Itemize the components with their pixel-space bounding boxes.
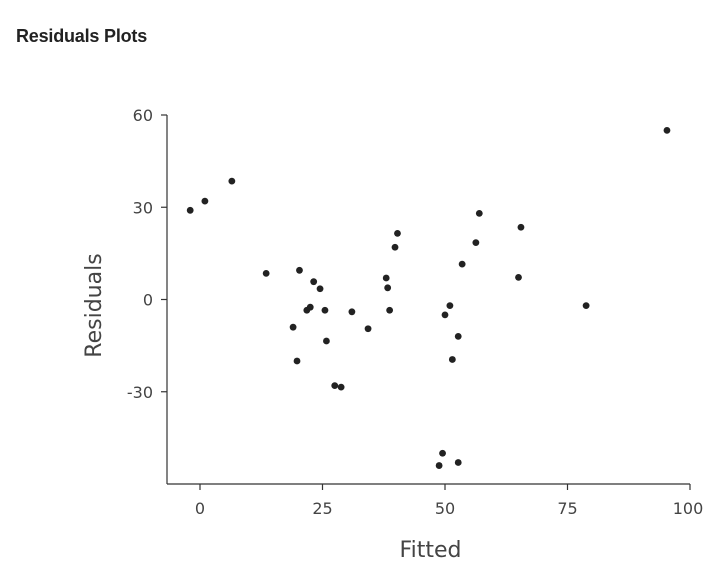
data-point (472, 239, 480, 247)
x-tick-label: 100 (673, 499, 704, 518)
x-tick-label: 0 (195, 499, 205, 518)
data-point (439, 449, 446, 457)
data-point (386, 306, 394, 314)
page-heading: Residuals Plots (16, 26, 148, 46)
data-point (186, 206, 194, 214)
data-point (663, 126, 671, 134)
data-point (517, 223, 525, 231)
y-tick-label: 60 (133, 106, 153, 125)
data-point (289, 323, 297, 331)
data-point (331, 382, 339, 389)
data-point (435, 462, 443, 469)
x-axis-label: Fitted (400, 538, 462, 563)
data-point (364, 325, 372, 333)
y-tick-label: 30 (133, 198, 153, 217)
y-tick-label: -30 (127, 383, 153, 402)
data-point (454, 459, 462, 466)
x-tick-label: 25 (312, 499, 332, 518)
data-point (458, 260, 466, 268)
tick-labels: 60 30 0 -30 0 25 50 75 100 (127, 106, 703, 518)
data-point (448, 356, 456, 363)
data-point (384, 284, 392, 292)
data-point (441, 311, 449, 319)
data-point (454, 333, 462, 340)
data-point (323, 337, 330, 345)
data-point (293, 357, 301, 365)
y-axis-label: Residuals (82, 253, 107, 357)
data-points (186, 126, 671, 469)
axes (161, 114, 691, 490)
data-point (262, 269, 270, 277)
data-point (296, 266, 303, 274)
x-tick-label: 50 (435, 499, 455, 518)
data-point (306, 303, 314, 311)
data-point (201, 197, 209, 205)
data-point (316, 285, 324, 293)
data-point (382, 274, 390, 282)
data-point (582, 302, 590, 310)
data-point (446, 302, 454, 310)
data-point (228, 177, 236, 185)
data-point (394, 229, 401, 237)
data-point (337, 383, 345, 391)
data-point (391, 243, 399, 251)
data-point (475, 210, 483, 217)
data-point (321, 306, 329, 314)
x-tick-label: 75 (557, 499, 577, 518)
data-point (515, 273, 522, 281)
y-tick-label: 0 (143, 291, 153, 310)
data-point (310, 278, 318, 286)
data-point (348, 308, 356, 316)
